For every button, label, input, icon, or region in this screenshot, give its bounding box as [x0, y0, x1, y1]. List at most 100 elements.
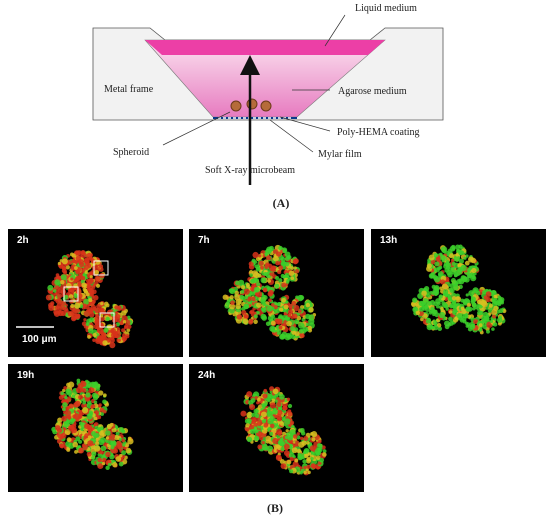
cell-dot — [101, 461, 106, 466]
cell-dot — [487, 312, 492, 316]
cell-dot — [272, 408, 278, 415]
cell-dot — [293, 258, 299, 264]
cell-dot — [259, 265, 264, 270]
cell-dot — [425, 319, 431, 324]
cell-dot — [308, 314, 315, 321]
cell-dot — [252, 251, 259, 259]
cell-dot — [296, 315, 302, 321]
cell-dot — [283, 312, 287, 316]
cell-dot — [449, 287, 455, 294]
label: Mylar film — [318, 149, 362, 160]
cell-dot — [88, 328, 94, 334]
label: Soft X-ray microbeam — [205, 165, 295, 176]
cell-dot — [81, 407, 89, 414]
cell-dot — [248, 261, 254, 267]
cell-dot — [284, 435, 289, 440]
cell-dot — [255, 266, 261, 272]
cell-dot — [87, 440, 94, 447]
cell-dot — [268, 298, 272, 303]
cell-dot — [67, 311, 73, 317]
cell-dot — [48, 302, 54, 309]
cell-dot — [308, 318, 315, 325]
cell-dot — [428, 254, 435, 261]
cell-dot — [460, 306, 465, 311]
cell-dot — [419, 306, 425, 312]
cell-dot — [479, 310, 484, 316]
cell-dot — [450, 302, 457, 309]
cell-dot — [421, 290, 427, 296]
cell-dot — [248, 270, 254, 275]
cell-dot — [73, 266, 78, 270]
cell-dot — [124, 319, 131, 326]
cell-dot — [242, 318, 249, 325]
cell-dot — [451, 296, 457, 301]
cell-dot — [275, 276, 279, 281]
cell-dot — [470, 296, 476, 302]
cell-dot — [432, 320, 438, 326]
cell-dot — [283, 450, 290, 456]
cell-dot — [269, 431, 274, 436]
cell-dot — [452, 317, 459, 323]
cell-dot — [473, 319, 479, 325]
cell-dot — [286, 280, 290, 284]
cell-dot — [280, 421, 284, 426]
cell-dot — [256, 310, 260, 315]
cell-dot — [86, 284, 91, 289]
cell-dot — [226, 299, 231, 304]
cell-dot — [119, 453, 123, 458]
cell-dot — [85, 292, 90, 297]
cell-dot — [260, 299, 266, 305]
cell-dot — [96, 303, 102, 310]
cell-dot — [287, 334, 293, 340]
cell-dot — [269, 271, 275, 277]
cell-dot — [62, 407, 66, 412]
cell-dot — [265, 255, 272, 261]
cell-dot — [240, 289, 245, 294]
cell-dot — [65, 282, 72, 289]
cell-dot — [114, 434, 120, 441]
cell-dot — [250, 398, 256, 403]
cell-dot — [72, 414, 77, 419]
cell-dot — [434, 261, 440, 267]
cell-dot — [257, 444, 263, 450]
micrograph: 24h — [189, 364, 364, 492]
cell-dot — [68, 424, 75, 432]
cell-dot — [475, 290, 481, 296]
cell-dot — [271, 398, 276, 403]
time-label: 2h — [17, 235, 29, 246]
cell-dot — [102, 399, 107, 405]
cell-dot — [57, 417, 63, 423]
cell-dot — [465, 324, 470, 328]
cell-dot — [277, 270, 282, 275]
cell-dot — [95, 283, 101, 288]
cell-dot — [95, 441, 100, 446]
label: Spheroid — [113, 147, 149, 158]
cell-dot — [281, 297, 286, 303]
cell-dot — [420, 317, 424, 322]
cell-dot — [315, 450, 321, 456]
cell-dot — [254, 413, 260, 419]
cell-dot — [282, 265, 286, 270]
cell-dot — [98, 264, 104, 269]
cell-dot — [305, 302, 311, 308]
cell-dot — [276, 444, 281, 449]
cell-dot — [276, 331, 280, 335]
cell-dot — [298, 441, 305, 448]
cell-dot — [498, 296, 505, 303]
cell-dot — [306, 456, 312, 462]
cell-dot — [246, 411, 253, 419]
cell-dot — [78, 394, 84, 400]
cell-dot — [92, 283, 97, 288]
cell-dot — [63, 270, 68, 275]
cell-dot — [81, 282, 87, 288]
cell-dot — [107, 462, 112, 467]
cell-dot — [476, 299, 482, 305]
cell-dot — [472, 306, 476, 311]
cell-dot — [306, 464, 311, 470]
cell-dot — [97, 463, 104, 470]
cell-dot — [298, 309, 302, 313]
cell-dot — [498, 308, 504, 314]
cell-dot — [112, 462, 118, 468]
cell-dot — [288, 303, 293, 309]
cell-dot — [121, 438, 126, 443]
